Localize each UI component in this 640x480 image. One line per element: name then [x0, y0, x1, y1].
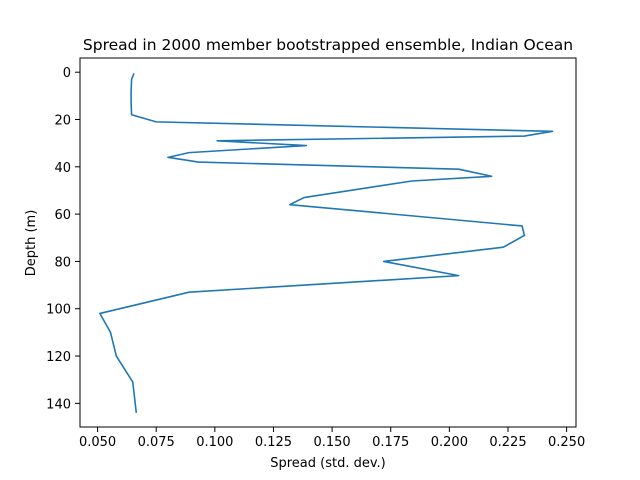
- data-point: [491, 175, 493, 177]
- data-point: [216, 140, 218, 142]
- x-axis-ticks: 0.050 0.075 0.100 0.125 0.150 0.175 0.200 0.225…: [79, 427, 585, 450]
- y-tick-label: 40: [54, 161, 71, 176]
- data-point: [411, 180, 413, 182]
- x-tick-label: 0.225: [489, 435, 526, 450]
- data-point: [197, 161, 199, 163]
- data-point: [131, 78, 133, 80]
- data-point: [552, 130, 554, 132]
- data-point: [523, 135, 525, 137]
- y-tick-label: 100: [46, 303, 71, 318]
- data-point: [109, 331, 111, 333]
- chart-title: Spread in 2000 member bootstrapped ensem…: [83, 36, 573, 54]
- data-point: [188, 291, 190, 293]
- y-tick-label: 140: [46, 397, 71, 412]
- x-tick-label: 0.175: [372, 435, 409, 450]
- x-tick-label: 0.125: [255, 435, 292, 450]
- data-point: [383, 260, 385, 262]
- data-point: [289, 204, 291, 206]
- y-tick-label: 20: [54, 114, 71, 129]
- x-tick-label: 0.200: [431, 435, 468, 450]
- y-axis-ticks: 0 20 40 60 80 100 120 140: [46, 66, 80, 412]
- data-point: [521, 225, 523, 227]
- series-line: [99, 73, 554, 413]
- data-point: [188, 152, 190, 154]
- data-point: [502, 246, 504, 248]
- data-point: [523, 234, 525, 236]
- x-tick-label: 0.250: [548, 435, 585, 450]
- y-axis-label: Depth (m): [24, 210, 39, 277]
- data-point: [458, 275, 460, 277]
- y-tick-label: 120: [46, 350, 71, 365]
- data-point: [167, 156, 169, 158]
- x-tick-label: 0.075: [138, 435, 175, 450]
- data-point: [130, 102, 132, 104]
- x-tick-label: 0.100: [196, 435, 233, 450]
- y-tick-label: 0: [63, 66, 71, 81]
- data-point: [458, 168, 460, 170]
- data-point: [133, 72, 135, 74]
- x-axis-label: Spread (std. dev.): [270, 456, 386, 471]
- y-tick-label: 60: [54, 208, 71, 223]
- data-point: [99, 312, 101, 314]
- x-tick-label: 0.150: [313, 435, 350, 450]
- y-tick-label: 80: [54, 255, 71, 270]
- plot-series: [99, 72, 554, 414]
- data-point: [115, 355, 117, 357]
- data-point: [130, 90, 132, 92]
- data-point: [155, 121, 157, 123]
- data-point: [135, 412, 137, 414]
- axes-frame: [79, 57, 577, 428]
- data-point: [305, 145, 307, 147]
- data-point: [132, 381, 134, 383]
- data-point: [131, 114, 133, 116]
- x-tick-label: 0.050: [79, 435, 116, 450]
- data-point: [303, 197, 305, 199]
